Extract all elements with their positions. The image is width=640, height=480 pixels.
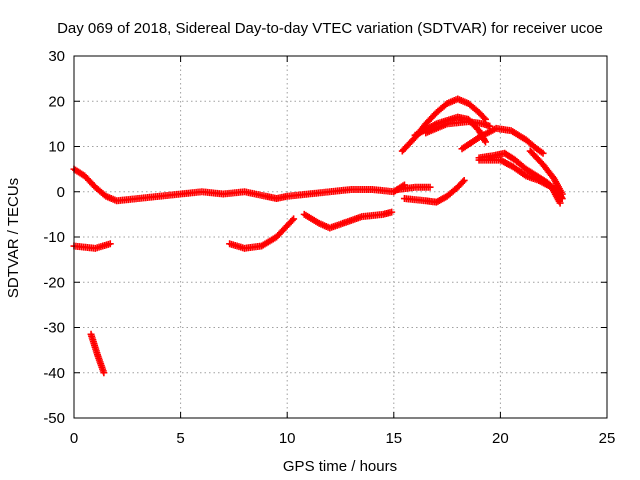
data-point [459, 178, 467, 186]
data-point [388, 208, 396, 216]
x-tick-label: 20 [492, 430, 509, 447]
data-markers [70, 95, 566, 377]
y-tick-label: 30 [48, 48, 65, 65]
series-arc-13 [475, 156, 564, 207]
y-tick-label: 20 [48, 93, 65, 110]
y-tick-label: 10 [48, 139, 65, 156]
data-point [100, 369, 108, 377]
series-arc-6 [394, 183, 434, 193]
series-arc-3 [87, 330, 108, 377]
y-tick-label: 0 [57, 184, 65, 201]
series-arc-4 [226, 215, 298, 252]
x-tick-label: 15 [385, 430, 402, 447]
x-tick-label: 5 [176, 430, 184, 447]
data-point [288, 216, 296, 224]
y-tick-label: -40 [43, 365, 65, 382]
series-arc-2 [70, 240, 114, 252]
y-tick-label: -20 [43, 274, 65, 291]
data-point [106, 240, 114, 248]
x-axis-label: GPS time / hours [283, 458, 397, 475]
data-point [481, 138, 489, 146]
series-arc-14 [526, 147, 566, 198]
data-point [480, 114, 488, 122]
data-point [290, 215, 298, 223]
grid [74, 56, 607, 418]
series-arc-11 [458, 124, 547, 157]
series-arc-10 [422, 118, 494, 137]
y-axis-label: SDTVAR / TECUs [5, 178, 22, 298]
series-arc-1 [70, 165, 408, 205]
ticks: 0 5 10 15 20 25 -50 -40 -30 -20 -10 0 10 20 30 [43, 48, 615, 447]
y-tick-label: -50 [43, 410, 65, 427]
x-tick-label: 25 [599, 430, 616, 447]
x-tick-label: 10 [279, 430, 296, 447]
data-point [486, 122, 494, 130]
y-tick-label: -30 [43, 320, 65, 337]
data-point [539, 149, 547, 157]
series-arc-8 [398, 95, 489, 155]
x-tick-label: 0 [70, 430, 78, 447]
y-tick-label: -10 [43, 229, 65, 246]
data-point [556, 199, 564, 207]
series-arc-7 [400, 176, 468, 206]
series-arc-5 [300, 208, 396, 232]
data-point [460, 176, 468, 184]
data-point [558, 190, 566, 198]
data-point [426, 183, 434, 191]
chart-title: Day 069 of 2018, Sidereal Day-to-day VTE… [57, 20, 603, 37]
